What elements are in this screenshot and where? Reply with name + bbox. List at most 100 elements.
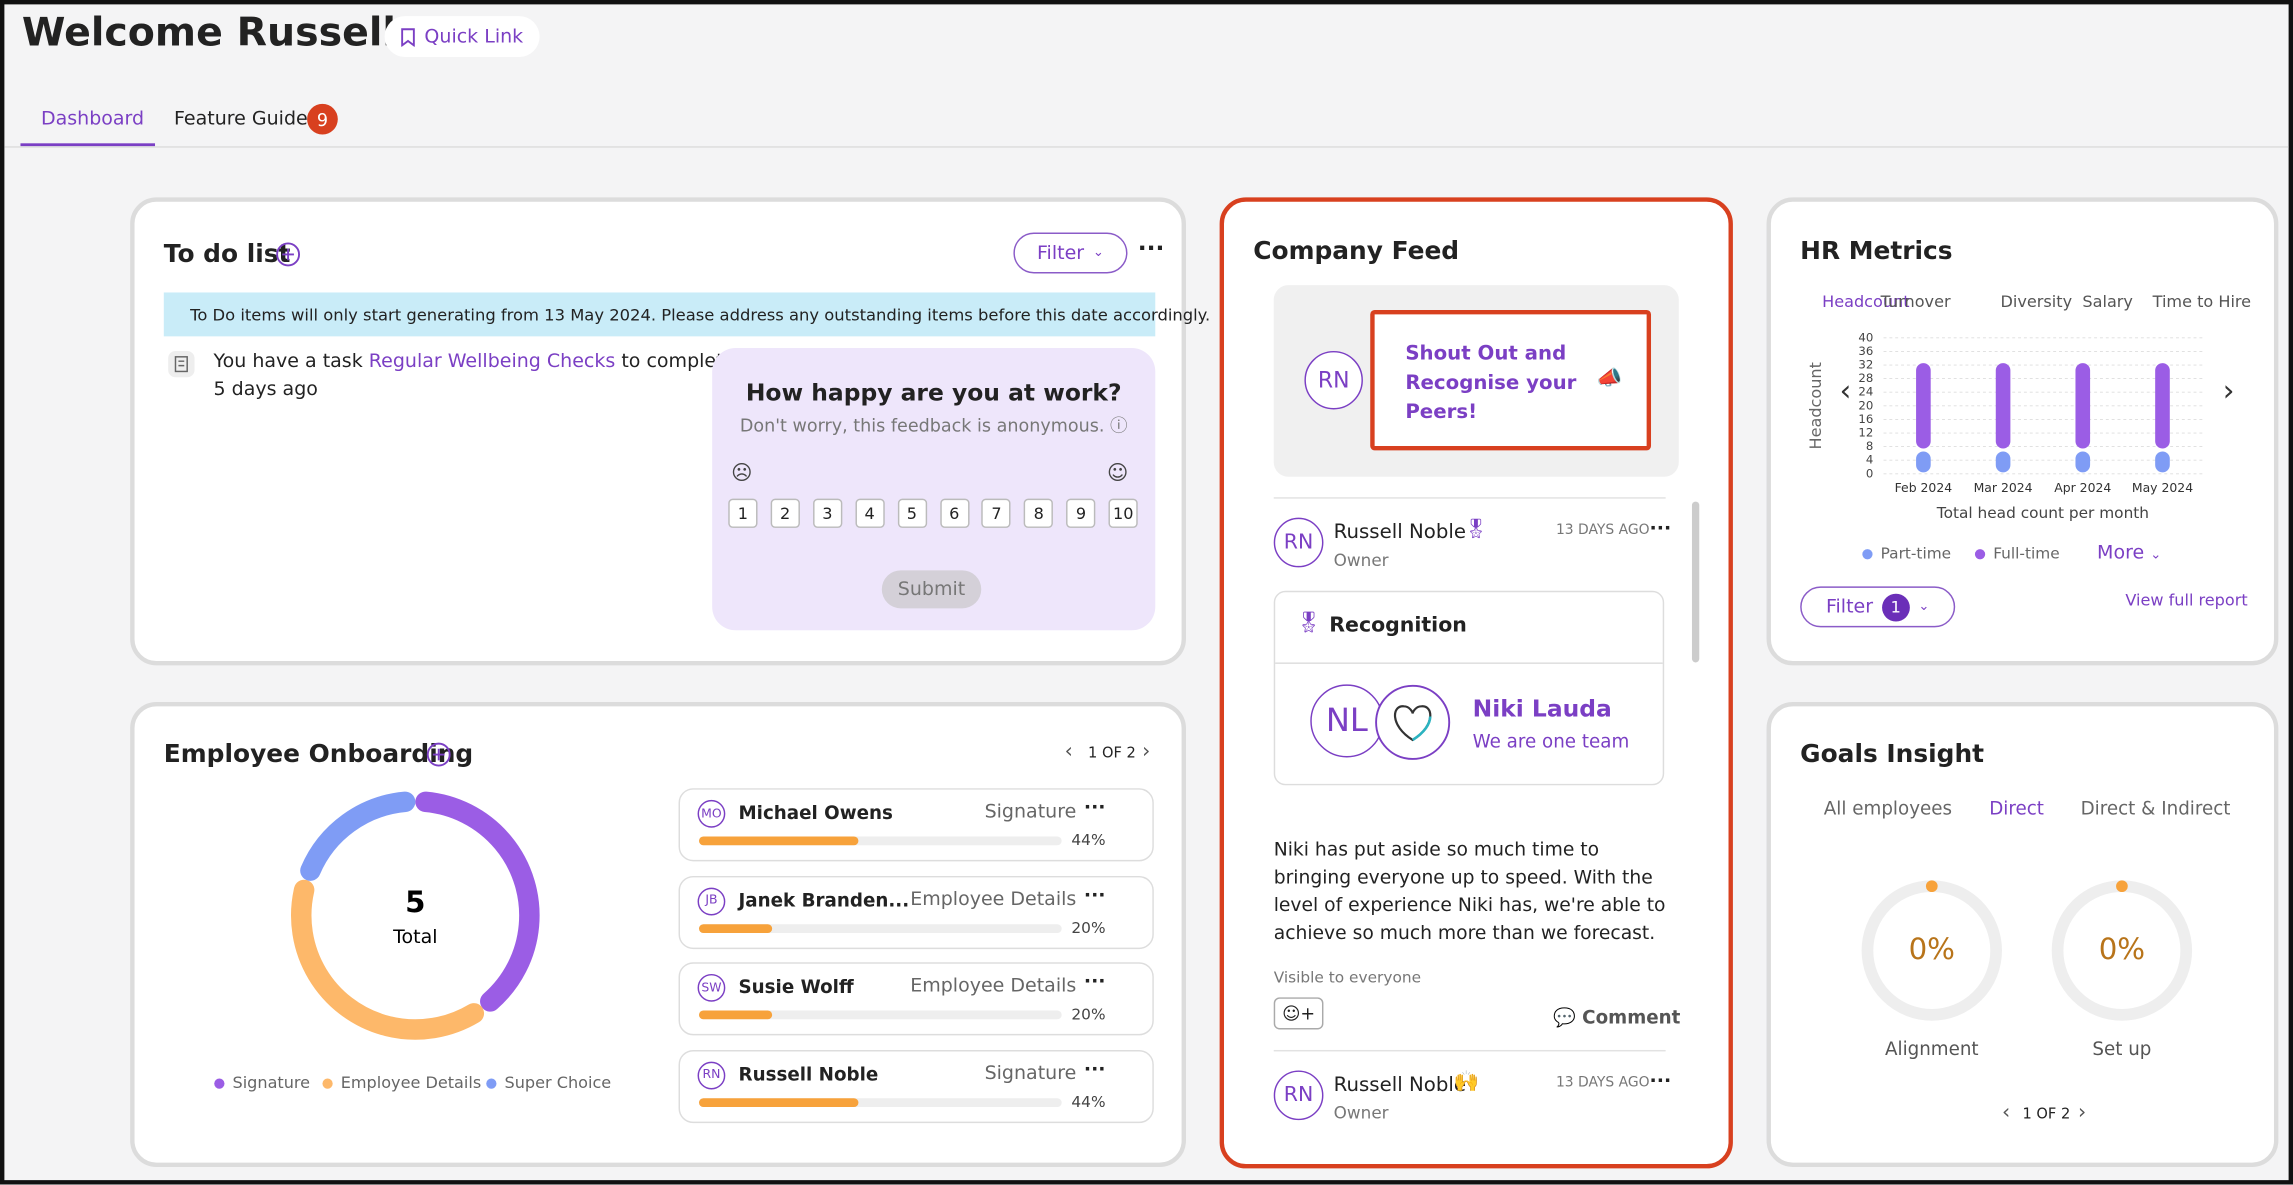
survey-note: Don't worry, this feedback is anonymous.… [739, 415, 1128, 436]
metric-tab[interactable]: Headcount [1822, 292, 1910, 312]
employee-name: Janek Branden... [738, 888, 910, 911]
scale-option[interactable]: 5 [897, 498, 927, 528]
filter-button[interactable]: Filter ⌄ [1013, 232, 1128, 274]
scale-option[interactable]: 10 [1108, 498, 1138, 528]
bar [1916, 363, 1931, 449]
scale-option[interactable]: 9 [1066, 498, 1096, 528]
todo-card: To do list Filter ⌄ ··· To Do items will … [130, 197, 1210, 666]
visibility: Visible to everyone [1273, 969, 1422, 988]
more-label: More [2097, 542, 2145, 565]
donut-segment [291, 791, 540, 1040]
task-link[interactable]: Regular Wellbeing Checks [368, 350, 616, 373]
x-tick-label: May 2024 [2132, 480, 2193, 495]
bar [2075, 363, 2091, 449]
employee-name: Russell Noble [738, 1062, 879, 1085]
prev-page[interactable]: ‹ [1064, 739, 1073, 764]
goal-tab[interactable]: All employees [1823, 796, 1953, 819]
post-time: 13 DAYS AGO [1555, 522, 1650, 539]
progress-track [699, 923, 1062, 933]
avatar: RN [1273, 517, 1324, 568]
scale-option[interactable]: 6 [939, 498, 969, 528]
prev-arrow[interactable]: ‹ [1839, 372, 1852, 409]
comment-button[interactable]: 💬 Comment [1553, 1006, 1681, 1029]
add-icon[interactable] [426, 741, 452, 767]
tab[interactable]: Feature Guides [174, 108, 318, 131]
step: Signature [984, 1062, 1077, 1085]
next-page[interactable]: › [1142, 739, 1151, 764]
page-indicator: 1 OF 2 [1088, 745, 1136, 762]
metric-tab[interactable]: Turnover [1880, 292, 1951, 312]
legend-dot [214, 1078, 225, 1089]
page-title: Welcome Russell [21, 10, 396, 56]
role: Owner [1333, 549, 1389, 571]
shoutout-button[interactable]: Shout Out and Recognise your Peers! 📣 [1370, 310, 1652, 451]
quick-link-label: Quick Link [424, 25, 524, 48]
scale-option[interactable]: 7 [981, 498, 1012, 528]
y-tick-label: 8 [1866, 439, 1873, 453]
reaction-button[interactable]: ☺+ [1273, 997, 1324, 1030]
goal-tab[interactable]: Direct & Indirect [2080, 796, 2231, 819]
prev-page[interactable]: ‹ [2001, 1101, 2011, 1125]
more-menu[interactable]: ··· [1649, 517, 1672, 540]
employee-name: Michael Owens [738, 801, 893, 824]
legend-dot [322, 1078, 333, 1089]
bar [1995, 451, 2011, 473]
x-tick-label: Feb 2024 [1895, 480, 1953, 495]
tab[interactable]: Dashboard [40, 108, 145, 131]
divider [4, 146, 2289, 148]
feed-card: Company Feed RN Shout Out and Recognise … [1219, 197, 1733, 1169]
metric-tab[interactable]: Salary [2082, 292, 2133, 312]
metric-tab[interactable]: Diversity [2000, 292, 2073, 312]
divider [1275, 662, 1663, 664]
recognition-title: Recognition [1329, 614, 1467, 638]
sad-icon: ☹ [731, 462, 753, 486]
survey: How happy are you at work? Don't worry, … [712, 348, 1156, 631]
clap-icon: 🙌 [1453, 1070, 1480, 1094]
avatar: MO [697, 799, 726, 828]
quick-link[interactable]: Quick Link [384, 16, 540, 58]
card-title: HR Metrics [1800, 236, 1953, 267]
avatar: SW [697, 973, 726, 1002]
filter-badge: 1 [1881, 592, 1910, 621]
goal-tab[interactable]: Direct [1989, 796, 2044, 819]
gauge-value [1861, 880, 2002, 1021]
recognition-badge: We are one team [1472, 729, 1630, 752]
donut-segment [291, 791, 540, 1040]
report-link[interactable]: View full report [2125, 590, 2248, 610]
filter-label: Filter [1037, 242, 1085, 264]
progress-track [699, 836, 1062, 846]
step: Employee Details [910, 975, 1077, 998]
y-tick-label: 28 [1858, 371, 1873, 385]
more-menu[interactable]: ··· [1649, 1070, 1672, 1093]
avatar: RN [697, 1060, 726, 1089]
scrollbar [1691, 501, 1700, 663]
legend-label: Super Choice [505, 1073, 612, 1092]
author: Russell Noble [1333, 520, 1467, 545]
add-icon[interactable] [275, 241, 301, 267]
megaphone-icon: 📣 [1596, 367, 1623, 391]
recipient-avatar: NL [1310, 684, 1384, 758]
more-menu: ··· [1083, 884, 1106, 906]
scale-option[interactable]: 2 [770, 498, 800, 528]
y-tick-label: 36 [1858, 344, 1873, 358]
next-page[interactable]: › [2078, 1101, 2087, 1125]
donut-total-label: Total [392, 926, 437, 948]
legend-label: Employee Details [341, 1073, 481, 1092]
percent-label: 44% [1071, 1093, 1106, 1111]
scale-option[interactable]: 1 [728, 498, 758, 528]
scale-option[interactable]: 8 [1024, 498, 1054, 528]
y-tick-label: 32 [1858, 358, 1873, 372]
next-arrow[interactable]: › [2222, 372, 2235, 409]
task-text: You have a task Regular Wellbeing Checks… [214, 348, 736, 404]
post-body: Niki has put aside so much time to bring… [1273, 839, 1666, 945]
bar [1916, 451, 1931, 473]
filter-button[interactable]: Filter 1 ⌄ [1800, 586, 1956, 628]
submit-button[interactable]: Submit [881, 570, 982, 609]
scale-option[interactable]: 4 [855, 498, 885, 528]
more-button[interactable]: More ⌄ [2097, 542, 2162, 565]
divider [1273, 1049, 1666, 1052]
more-menu[interactable]: ··· [1137, 233, 1165, 262]
legend-label: Full-time [1993, 545, 2059, 563]
metric-tab[interactable]: Time to Hire [2152, 292, 2252, 312]
scale-option[interactable]: 3 [812, 498, 843, 528]
